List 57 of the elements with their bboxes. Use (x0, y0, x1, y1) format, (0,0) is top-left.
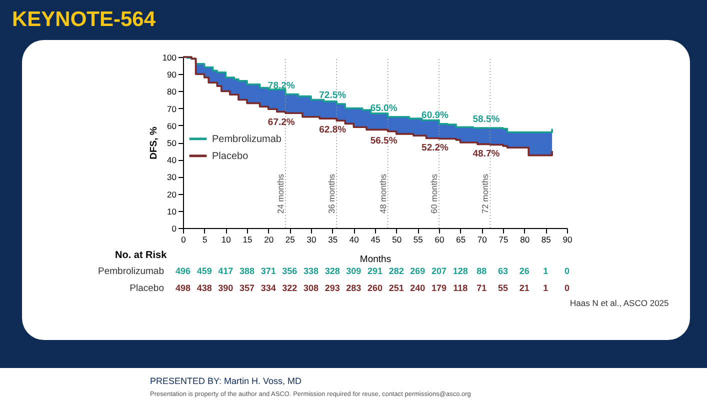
chart-title: KEYNOTE-564 (12, 8, 156, 32)
x-tick-label: 75 (498, 234, 508, 244)
text: 496 459 417 388 371 356 338 328 309 291 282 269 207 128 88 63 26 1 0 (175, 266, 570, 276)
y-tick-label: 10 (167, 206, 177, 216)
y-tick-label: 40 (167, 155, 177, 166)
x-tick-label: 10 (221, 234, 232, 244)
ref-line-label: 72 months (480, 174, 490, 214)
y-tick-label: 60 (167, 120, 177, 131)
annotation: 78.2% (268, 80, 296, 92)
annotation: 48.7% (472, 148, 500, 160)
x-tick-label: 20 (264, 234, 274, 244)
x-tick-label: 85 (541, 234, 552, 244)
ref-line-label: 48 months (378, 174, 388, 214)
annotation: 52.2% (422, 142, 450, 154)
text: No. at Risk (115, 250, 167, 261)
x-tick-label: 40 (349, 234, 360, 244)
x-tick-label: 35 (328, 234, 338, 244)
y-tick-label: 90 (167, 70, 177, 80)
x-tick-label: 30 (306, 234, 316, 244)
legend-label: Pembrolizumab (212, 134, 282, 145)
ref-line-label: 36 months (326, 174, 337, 214)
x-tick-label: 5 (202, 234, 208, 244)
y-tick-label: 70 (167, 104, 177, 114)
x-tick-label: 65 (456, 234, 466, 244)
annotation: 62.8% (319, 124, 347, 136)
ref-line-label: 60 months (429, 174, 439, 214)
annotation: 56.5% (370, 135, 398, 146)
x-tick-label: 55 (413, 234, 424, 244)
annotation: 58.5% (472, 114, 500, 125)
y-tick-label: 0 (172, 224, 177, 234)
annotation: 67.2% (268, 117, 296, 128)
x-tick-label: 80 (520, 234, 530, 244)
x-tick-label: 70 (477, 234, 488, 244)
y-axis-title: DFS, % (148, 126, 160, 160)
annotation: 60.9% (422, 110, 450, 121)
y-tick-label: 30 (167, 172, 177, 182)
y-tick-label: 50 (167, 138, 177, 148)
x-tick-label: 45 (370, 234, 380, 244)
text: PRESENTED BY: Martin H. Voss, MD (150, 376, 302, 386)
ref-line-label: 24 months (275, 174, 286, 214)
x-tick-label: 50 (392, 234, 402, 244)
text: Pembrolizumab (98, 266, 164, 277)
annotation: 72.5% (319, 90, 347, 102)
x-tick-label: 15 (242, 234, 252, 244)
legend-label: Placebo (212, 150, 249, 162)
text: Haas N et al., ASCO 2025 (570, 298, 669, 308)
x-tick-label: 0 (181, 234, 186, 244)
text: Placebo (130, 283, 164, 294)
y-tick-label: 80 (167, 86, 177, 97)
x-tick-label: 25 (285, 234, 296, 244)
x-tick-label: 60 (434, 234, 444, 244)
x-tick-label: 90 (562, 234, 572, 244)
text: 498 438 390 357 334 322 308 293 283 260 251 240 179 118 71 55 21 1 0 (175, 283, 570, 293)
annotation: 65.0% (370, 102, 398, 114)
y-tick-label: 20 (167, 189, 177, 200)
x-axis-title: Months (360, 254, 392, 265)
y-tick-label: 100 (162, 52, 177, 62)
